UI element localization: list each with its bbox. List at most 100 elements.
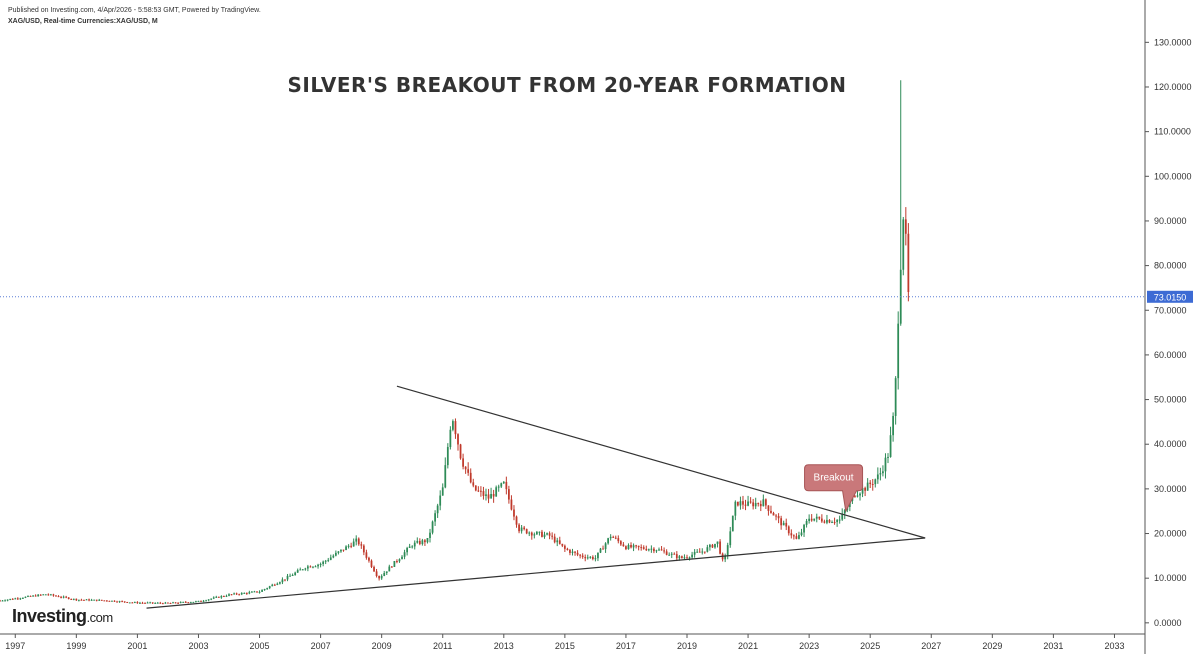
time-axis[interactable]: 1997 1999 2001 2003 2005 2007 2009 2011 2013 2015…	[0, 633, 1145, 651]
candle-body	[317, 564, 319, 567]
candle-body	[505, 481, 508, 490]
candle-body	[566, 548, 569, 550]
candle-body	[278, 582, 281, 584]
time-tick-label: 2027	[921, 641, 941, 651]
candle-body	[77, 599, 80, 601]
candle-body	[879, 473, 882, 475]
candle-body	[604, 543, 607, 550]
candle-body	[574, 551, 576, 553]
candle-body	[276, 583, 279, 585]
candle-body	[495, 487, 498, 497]
candle-body	[528, 532, 531, 534]
candle-body	[515, 516, 518, 525]
symbol-info: XAG/USD, Real-time Currencies:XAG/USD, M	[8, 18, 158, 25]
candle-body	[449, 429, 452, 448]
candle-body	[380, 575, 383, 579]
candle-body	[497, 486, 500, 488]
candle-body	[205, 600, 207, 602]
candle-body	[0, 600, 1, 602]
candle-body	[139, 602, 141, 604]
candle-body	[418, 540, 421, 545]
candle-body	[312, 566, 314, 568]
candle-body	[334, 552, 337, 556]
candle-body	[365, 552, 368, 558]
candle-body	[347, 545, 350, 547]
candle-body	[55, 595, 57, 597]
candle-body	[156, 602, 159, 604]
candle-body	[177, 602, 180, 604]
candle-body	[792, 535, 795, 537]
time-tick-label: 2011	[433, 641, 452, 651]
candle-body	[370, 560, 373, 567]
candle-body	[772, 512, 775, 516]
candle-body	[627, 545, 630, 550]
candle-body	[240, 592, 243, 595]
candle-body	[485, 494, 487, 496]
candle-body	[744, 504, 747, 506]
candle-body	[836, 520, 839, 523]
candle-body	[207, 599, 210, 601]
candle-body	[780, 518, 783, 526]
candle-body	[833, 522, 836, 524]
candle-body	[144, 602, 146, 604]
candle-body	[322, 561, 325, 565]
candle-body	[754, 503, 757, 507]
candle-body	[762, 499, 765, 507]
candle-body	[500, 483, 503, 487]
candle-body	[429, 532, 431, 538]
candle-body	[398, 559, 401, 562]
candle-body	[327, 559, 330, 561]
candle-body	[854, 495, 856, 497]
candle-body	[803, 524, 805, 533]
candle-body	[907, 233, 910, 293]
candle-body	[202, 600, 205, 602]
candle-body	[90, 599, 93, 601]
candle-body	[105, 600, 108, 602]
candle-body	[828, 519, 831, 523]
candle-body	[329, 557, 332, 560]
candle-body	[589, 556, 592, 558]
candle-body	[253, 591, 256, 593]
candle-body	[474, 485, 477, 491]
current-price-badge	[1147, 290, 1193, 303]
candle-body	[724, 555, 727, 560]
candle-body	[65, 596, 68, 598]
candle-body	[808, 518, 811, 521]
candle-body	[612, 536, 615, 538]
candle-body	[838, 519, 841, 521]
candle-body	[103, 600, 106, 602]
candle-body	[197, 600, 200, 602]
candle-body	[411, 546, 414, 548]
candle-body	[742, 501, 744, 505]
candle-body	[72, 598, 75, 600]
price-axis[interactable]: 0.0000 10.0000 20.0000 30.0000 40.0000 50.000…	[1144, 0, 1193, 654]
candle-body	[795, 536, 798, 539]
candle-body	[85, 599, 88, 601]
candle-body	[100, 599, 103, 601]
candle-body	[223, 596, 225, 598]
candle-body	[815, 516, 818, 519]
candle-body	[291, 575, 294, 577]
callout-text: Breakout	[814, 473, 854, 484]
candle-body	[6, 599, 9, 601]
candle-body	[698, 551, 701, 553]
candle-body	[530, 532, 533, 536]
candle-body	[507, 489, 510, 500]
trendlines-group	[0, 296, 1145, 609]
candle-body	[683, 557, 686, 559]
price-tick-label: 70.0000	[1154, 305, 1187, 315]
candle-body	[195, 601, 197, 603]
candle-body	[220, 596, 223, 598]
time-tick-label: 2021	[738, 641, 758, 651]
candle-body	[767, 505, 770, 511]
candle-body	[434, 513, 436, 522]
price-tick-label: 60.0000	[1154, 350, 1187, 360]
candle-body	[88, 599, 90, 601]
time-tick-label: 2025	[860, 641, 880, 651]
candle-body	[637, 545, 640, 548]
time-tick-label: 2007	[311, 641, 331, 651]
candle-body	[472, 482, 475, 486]
candle-body	[306, 566, 309, 569]
candle-body	[245, 592, 248, 594]
